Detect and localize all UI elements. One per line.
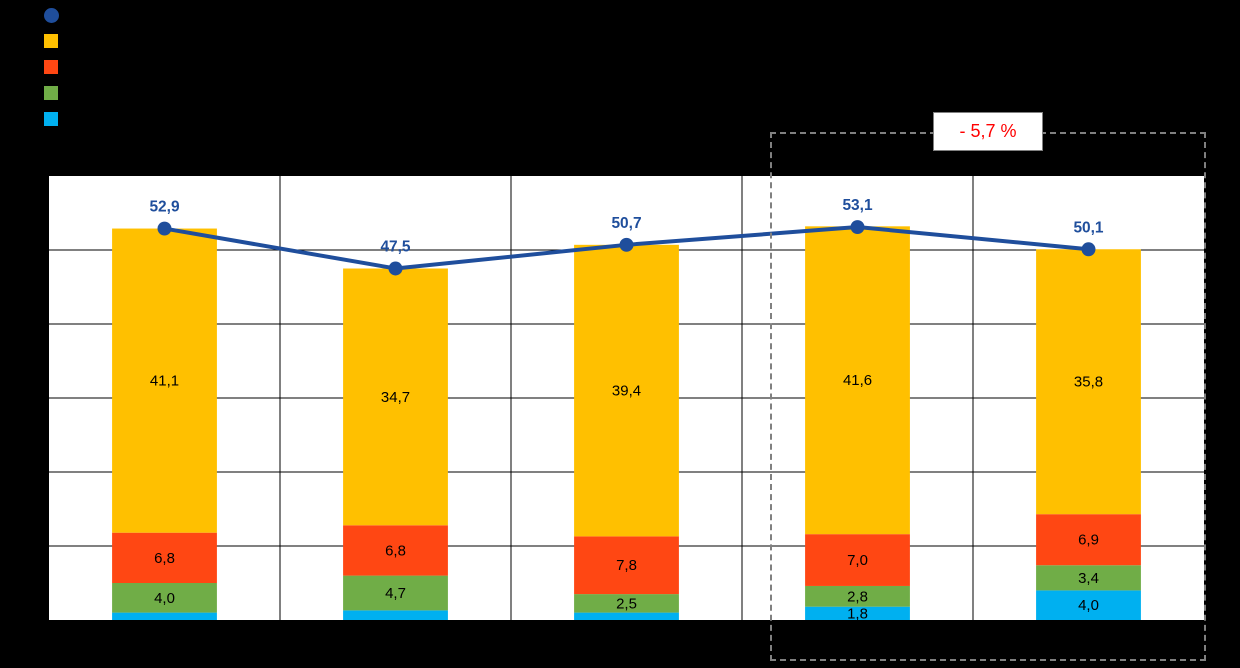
- total-line-marker: [388, 261, 403, 276]
- bar-segment-label-orange: 41,1: [150, 373, 179, 390]
- bar-segment-label-red: 7,8: [616, 557, 637, 574]
- legend-item-series-green: [44, 86, 59, 100]
- bar-segment-green: [574, 594, 679, 613]
- bar-segment-cyan: [112, 612, 217, 620]
- bar-segment-label-orange: 35,8: [1074, 374, 1103, 391]
- bar-segment-red: [574, 536, 679, 595]
- bar-segment-cyan: [805, 606, 910, 620]
- legend-item-series-cyan: [44, 112, 59, 126]
- bar-segment-green: [343, 575, 448, 611]
- legend-marker-series-orange: [44, 34, 58, 48]
- total-line-marker: [619, 237, 634, 252]
- bar-segment-orange: [343, 268, 448, 526]
- legend-item-total-line: [44, 7, 59, 23]
- bar-segment-label-cyan: 1,8: [847, 605, 868, 620]
- bar-segment-label-red: 7,0: [847, 552, 868, 569]
- bar-segment-cyan: [1036, 590, 1141, 620]
- bar-segment-red: [343, 525, 448, 576]
- bar-segment-cyan: [574, 612, 679, 620]
- total-line-marker: [1081, 242, 1096, 257]
- total-value-label: 52,9: [149, 199, 180, 216]
- bar-segment-label-red: 6,9: [1078, 532, 1099, 549]
- bar-segment-label-orange: 34,7: [381, 389, 410, 406]
- bar-segment-green: [805, 585, 910, 607]
- bar-segment-red: [112, 532, 217, 583]
- chart-graphics: 4,0 6,8 41,1 4,7 6,8 34,7 2,5 7,8 39,4 1,82,8 7,0 4…: [49, 176, 1204, 620]
- chart-legend: [44, 7, 59, 126]
- bar-segment-label-green: 3,4: [1078, 570, 1099, 587]
- bar-segment-label-orange: 41,6: [843, 372, 872, 389]
- legend-marker-series-cyan: [44, 112, 58, 126]
- bar-segment-label-green: 2,5: [616, 595, 637, 612]
- bar-segment-label-green: 4,0: [154, 590, 175, 607]
- bar-segment-orange: [574, 244, 679, 537]
- bar-segment-label-red: 6,8: [385, 542, 406, 559]
- change-annotation: - 5,7 %: [933, 112, 1043, 151]
- bar-segment-orange: [1036, 249, 1141, 515]
- change-annotation-label: - 5,7 %: [959, 121, 1017, 141]
- total-value-label: 50,1: [1073, 219, 1104, 236]
- bar-segment-green: [112, 583, 217, 613]
- total-value-label: 53,1: [842, 197, 873, 214]
- legend-item-series-orange: [44, 34, 59, 48]
- bar-segment-label-orange: 39,4: [612, 383, 641, 400]
- bar-segment-red: [805, 534, 910, 586]
- bar-segment-label-red: 6,8: [154, 550, 175, 567]
- bar-segment-label-green: 2,8: [847, 588, 868, 605]
- bar-segment-label-green: 4,7: [385, 585, 406, 602]
- legend-item-series-red: [44, 60, 59, 74]
- legend-marker-series-red: [44, 60, 58, 74]
- bar-segment-red: [1036, 514, 1141, 566]
- bar-segment-orange: [112, 228, 217, 533]
- total-value-label: 50,7: [611, 215, 641, 232]
- bar-segment-green: [1036, 565, 1141, 591]
- legend-marker-series-green: [44, 86, 58, 100]
- plot-area: 4,0 6,8 41,1 4,7 6,8 34,7 2,5 7,8 39,4 1,8 2,8 7,0 4…: [48, 175, 1205, 621]
- legend-marker-total-line: [44, 7, 59, 23]
- total-line-marker: [850, 220, 865, 235]
- total-line-marker: [157, 221, 172, 236]
- bar-segment-orange: [805, 226, 910, 535]
- total-value-label: 47,5: [380, 239, 411, 256]
- bar-segment-label-cyan: 4,0: [1078, 597, 1099, 614]
- bar-segment-cyan: [343, 610, 448, 620]
